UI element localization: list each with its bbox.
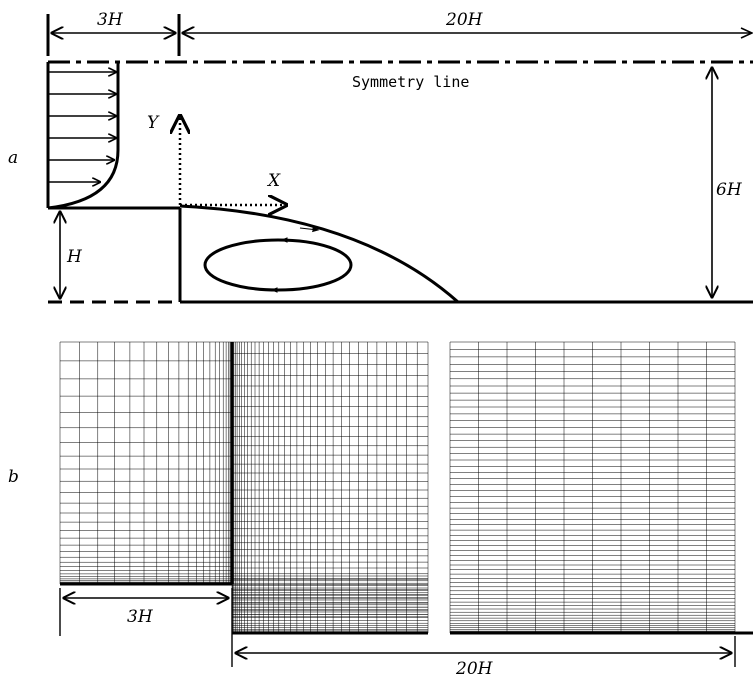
axis-x-label: X <box>266 171 281 191</box>
mesh-step-outline <box>60 342 753 635</box>
panel-a: a 3H 20H Symmetry line <box>8 10 753 304</box>
dim-label-3h-bottom: 3H <box>127 607 154 627</box>
coordinate-axes: Y X <box>147 113 286 205</box>
dim-label-6h: 6H <box>716 180 743 200</box>
dimension-domain-length: 20H <box>183 10 753 38</box>
separation-streamline <box>179 204 459 304</box>
dimension-mesh-domain-length: 20H <box>231 636 736 679</box>
panel-b-label: b <box>8 467 19 487</box>
panel-b: b 3H 20H <box>8 341 753 679</box>
inlet-velocity-profile <box>46 62 120 210</box>
step-geometry <box>48 206 753 304</box>
dim-label-20h-top: 20H <box>445 10 484 30</box>
dimension-step-height: H <box>60 212 83 298</box>
axis-y-label: Y <box>147 113 160 133</box>
dim-label-20h-bottom: 20H <box>455 659 494 679</box>
dim-label-h: H <box>66 247 83 267</box>
recirculation-vortex <box>203 238 353 292</box>
panel-a-label: a <box>8 148 18 168</box>
dimension-mesh-step-length: 3H <box>59 588 233 636</box>
mesh-grid-lines <box>59 341 736 634</box>
dim-label-3h-top: 3H <box>97 10 124 30</box>
symmetry-line-label: Symmetry line <box>352 73 469 91</box>
dimension-step-length: 3H <box>46 10 181 56</box>
computational-mesh <box>59 341 736 634</box>
dimension-domain-height: 6H <box>712 68 743 297</box>
